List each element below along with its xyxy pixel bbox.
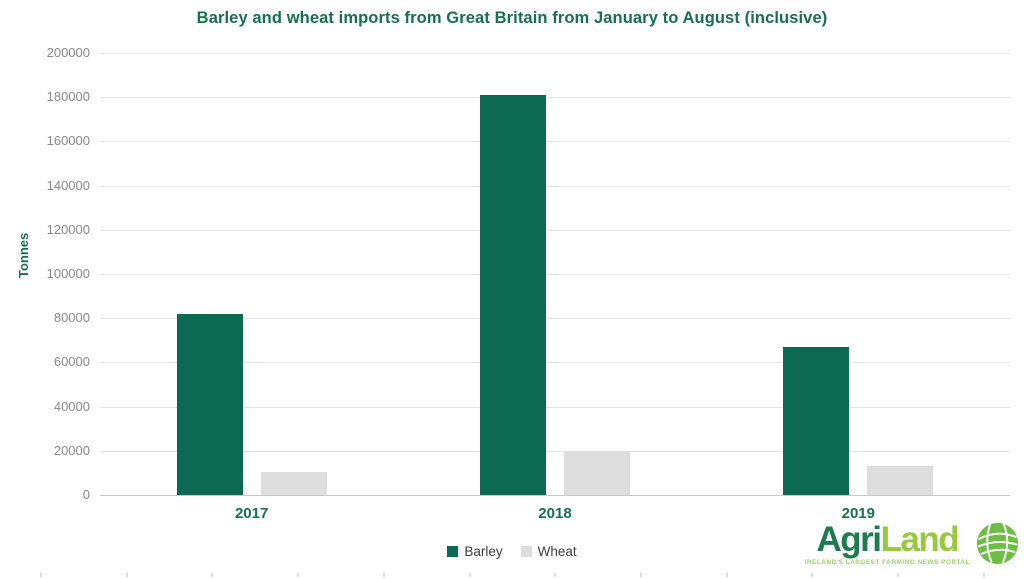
legend-swatch-wheat	[520, 546, 532, 557]
bar-series	[100, 53, 1010, 495]
film-tick	[726, 573, 728, 577]
y-tick-label-100000: 100000	[46, 266, 90, 281]
legend: Barley Wheat	[0, 544, 1024, 559]
y-tick-label-20000: 20000	[53, 442, 90, 458]
legend-label-wheat: Wheat	[537, 544, 577, 559]
film-tick	[554, 573, 556, 577]
film-tick	[469, 573, 471, 577]
logo-text-block: AgriLand IRELAND'S LARGEST FARMING NEWS …	[805, 522, 970, 566]
bar-barley-2017	[176, 313, 243, 495]
film-tick	[40, 573, 42, 577]
film-tick	[297, 573, 299, 577]
legend-swatch-barley	[447, 546, 459, 557]
y-tick-label-200000: 200000	[46, 45, 90, 60]
gridline-80000	[100, 318, 1010, 320]
gridline-140000	[100, 185, 1010, 187]
chart-title: Barley and wheat imports from Great Brit…	[196, 9, 828, 27]
y-tick-label-140000: 140000	[46, 177, 90, 193]
y-tick-label-120000: 120000	[46, 221, 90, 237]
x-axis-label-2018: 2018	[538, 505, 572, 522]
y-tick-label-60000: 60000	[53, 354, 90, 370]
bar-group-2017	[100, 53, 403, 495]
legend-item-wheat: Wheat	[520, 544, 577, 559]
gridline-120000	[100, 229, 1010, 231]
gridline-0	[100, 495, 1010, 496]
y-tick-label-40000: 40000	[53, 398, 90, 414]
x-axis-label-2019: 2019	[841, 505, 875, 522]
yarn-globe-icon	[976, 522, 1019, 565]
logo-wordmark: AgriLand	[816, 519, 959, 559]
gridline-40000	[100, 406, 1010, 408]
gridline-100000	[100, 274, 1010, 275]
bar-group-2018	[403, 53, 706, 495]
film-tick	[640, 573, 642, 577]
y-tick-label-0: 0	[82, 487, 90, 502]
film-tick	[383, 573, 385, 577]
y-tick-label-160000: 160000	[46, 133, 90, 149]
bar-wheat-2018	[563, 450, 630, 495]
bar-group-2019	[707, 53, 1010, 495]
plot-area	[100, 53, 1010, 496]
bar-wheat-2017	[260, 471, 327, 495]
agriland-logo: AgriLand IRELAND'S LARGEST FARMING NEWS …	[805, 521, 1020, 566]
legend-item-barley: Barley	[447, 544, 503, 559]
gridline-200000	[100, 53, 1010, 54]
y-tick-label-80000: 80000	[53, 310, 90, 326]
logo-land-text: Land	[880, 519, 959, 559]
logo-agri-text: Agri	[816, 519, 882, 559]
x-axis-labels: 2017 2018 2019	[100, 505, 1010, 522]
gridline-60000	[100, 362, 1010, 364]
film-tick	[983, 573, 985, 577]
bar-barley-2019	[783, 346, 850, 495]
bar-barley-2018	[479, 95, 546, 495]
bar-wheat-2019	[867, 466, 934, 495]
film-tick	[897, 573, 899, 577]
gridline-180000	[100, 97, 1010, 99]
gridline-20000	[100, 450, 1010, 452]
logo-tagline: IRELAND'S LARGEST FARMING NEWS PORTAL	[804, 558, 970, 566]
x-axis-label-2017: 2017	[234, 505, 269, 522]
film-tick	[126, 573, 128, 577]
legend-label-barley: Barley	[464, 544, 503, 559]
y-tick-label-180000: 180000	[46, 89, 90, 105]
film-tick	[811, 573, 813, 577]
gridline-160000	[100, 141, 1010, 143]
film-tick	[211, 573, 213, 577]
